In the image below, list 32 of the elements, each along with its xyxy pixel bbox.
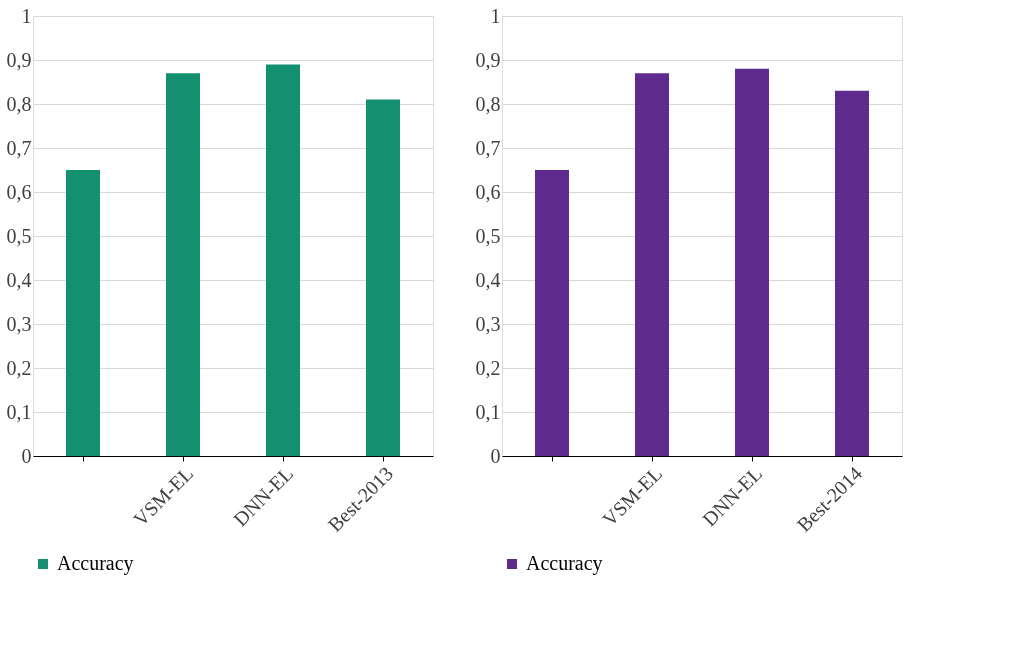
y-tick-label: 0 [490,444,501,467]
bar [66,170,100,456]
y-tick-label: 0,4 [475,268,501,291]
y-tick-label: 0,1 [6,400,32,423]
y-tick-label: 0,6 [475,180,501,203]
bar [635,73,669,456]
bar [266,64,300,456]
legend-label: Accuracy [526,552,603,575]
y-tick-label: 0,9 [475,48,501,71]
bar [366,99,400,456]
y-tick-label: 0,1 [475,400,501,423]
y-tick-label: 0 [21,444,32,467]
y-tick-label: 0,2 [6,356,32,379]
y-tick-label: 0,5 [475,224,501,247]
bar [535,170,569,456]
y-tick-label: 0,7 [475,136,501,159]
y-tick-label: 0,3 [475,312,501,335]
bar [735,68,769,456]
y-tick-label: 1 [21,4,32,27]
y-tick-label: 0,8 [6,92,32,115]
y-tick-label: 0,9 [6,48,32,71]
y-tick-label: 0,7 [6,136,32,159]
y-tick-label: 0,4 [6,268,32,291]
y-tick-label: 0,3 [6,312,32,335]
y-tick-label: 1 [490,4,501,27]
y-tick-label: 0,8 [475,92,501,115]
bar [166,73,200,456]
legend-label: Accuracy [57,552,134,575]
bar [835,90,869,456]
y-tick-label: 0,5 [6,224,32,247]
y-tick-label: 0,2 [475,356,501,379]
y-tick-label: 0,6 [6,180,32,203]
